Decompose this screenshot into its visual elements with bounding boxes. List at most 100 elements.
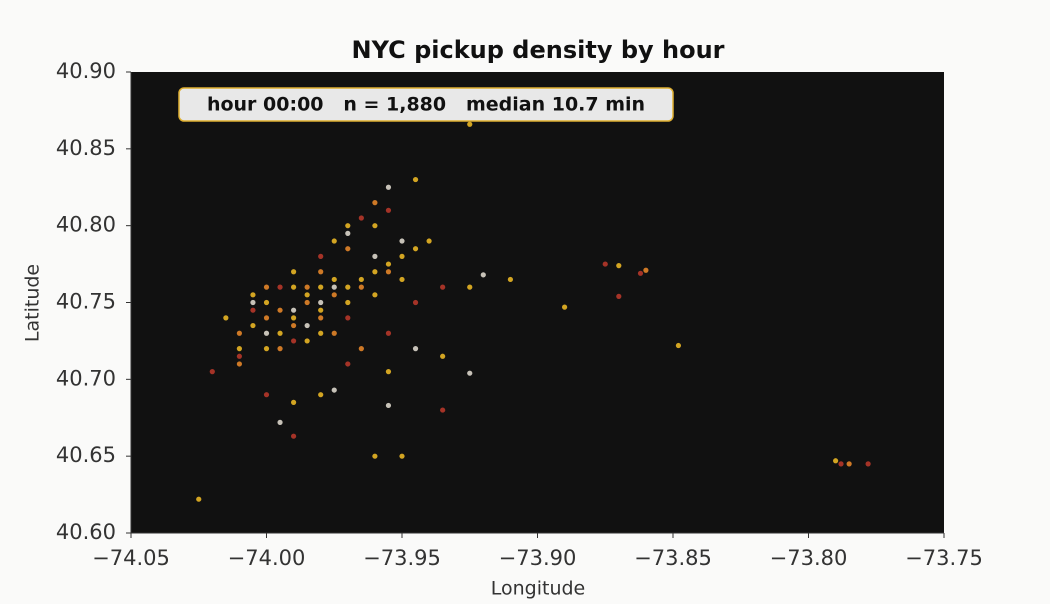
point	[440, 284, 446, 290]
point	[616, 293, 622, 299]
y-tick-label: 40.80	[56, 213, 116, 237]
point	[331, 284, 337, 290]
point	[372, 253, 378, 259]
y-tick-label: 40.90	[56, 59, 116, 83]
point	[345, 284, 351, 290]
point	[412, 246, 419, 252]
point	[345, 315, 351, 321]
point	[345, 299, 351, 306]
point	[331, 292, 337, 298]
point	[263, 284, 270, 290]
point	[372, 223, 378, 229]
point	[291, 315, 297, 321]
point	[385, 207, 392, 213]
point	[372, 292, 378, 298]
point	[331, 330, 337, 336]
y-tick-label: 40.85	[56, 136, 116, 160]
point	[399, 453, 405, 459]
point	[277, 346, 283, 352]
y-tick-label: 40.75	[56, 290, 116, 314]
x-tick-label: −73.95	[363, 546, 441, 570]
point	[196, 496, 202, 502]
chart-title: NYC pickup density by hour	[352, 36, 725, 64]
x-tick-label: −73.75	[905, 546, 983, 570]
point	[318, 392, 324, 398]
point	[412, 176, 419, 183]
point	[291, 307, 297, 313]
y-axis-label: Latitude	[22, 264, 44, 342]
point	[846, 461, 852, 467]
point	[385, 330, 392, 336]
point	[263, 346, 270, 352]
point	[291, 399, 297, 405]
point	[440, 407, 446, 413]
y-tick-label: 40.60	[56, 520, 116, 544]
point	[440, 353, 446, 359]
annotation: hour 00:00 n = 1,880 median 10.7 min	[207, 94, 645, 116]
point	[277, 307, 283, 313]
annotation-box	[178, 87, 674, 122]
point	[385, 261, 392, 267]
x-tick-label: −74.05	[92, 546, 170, 570]
point	[263, 299, 270, 306]
point	[318, 315, 324, 321]
point	[263, 315, 270, 321]
point	[385, 369, 392, 375]
point	[358, 346, 364, 352]
y-tick-label: 40.70	[56, 366, 116, 390]
point	[412, 346, 419, 352]
point	[304, 292, 310, 298]
point	[250, 292, 256, 298]
point	[277, 419, 283, 425]
point	[318, 299, 324, 306]
point	[833, 458, 839, 464]
point	[358, 284, 364, 290]
point	[223, 315, 229, 321]
point	[385, 402, 392, 409]
point	[331, 238, 337, 244]
point	[277, 330, 283, 336]
point	[385, 184, 392, 190]
point	[358, 276, 364, 283]
point	[345, 246, 351, 252]
point	[291, 433, 297, 439]
y-tick-label: 40.65	[56, 443, 116, 467]
point	[263, 330, 270, 336]
point	[250, 299, 256, 306]
point	[250, 322, 256, 329]
point	[467, 121, 473, 127]
point	[372, 269, 378, 275]
point	[399, 238, 405, 244]
point	[318, 269, 324, 275]
point	[865, 461, 871, 467]
point	[399, 253, 405, 259]
point	[318, 284, 324, 290]
x-axis-label: Longitude	[491, 578, 586, 600]
point	[616, 263, 622, 269]
point	[236, 361, 242, 367]
point	[562, 304, 568, 310]
point	[480, 272, 486, 278]
point	[507, 276, 513, 283]
point	[331, 276, 337, 283]
point	[637, 270, 644, 276]
point	[263, 392, 270, 398]
x-tick-label: −74.00	[228, 546, 306, 570]
point	[291, 322, 297, 329]
point	[304, 299, 310, 306]
point	[345, 361, 351, 367]
x-tick-label: −73.85	[634, 546, 712, 570]
point	[304, 284, 310, 290]
point	[291, 269, 297, 275]
point	[291, 338, 297, 344]
point	[250, 307, 256, 313]
point	[372, 453, 378, 459]
point	[467, 370, 473, 376]
point	[467, 284, 473, 290]
point	[385, 269, 392, 275]
point	[643, 267, 649, 273]
point	[291, 284, 297, 290]
point	[426, 238, 432, 244]
point	[345, 230, 351, 236]
